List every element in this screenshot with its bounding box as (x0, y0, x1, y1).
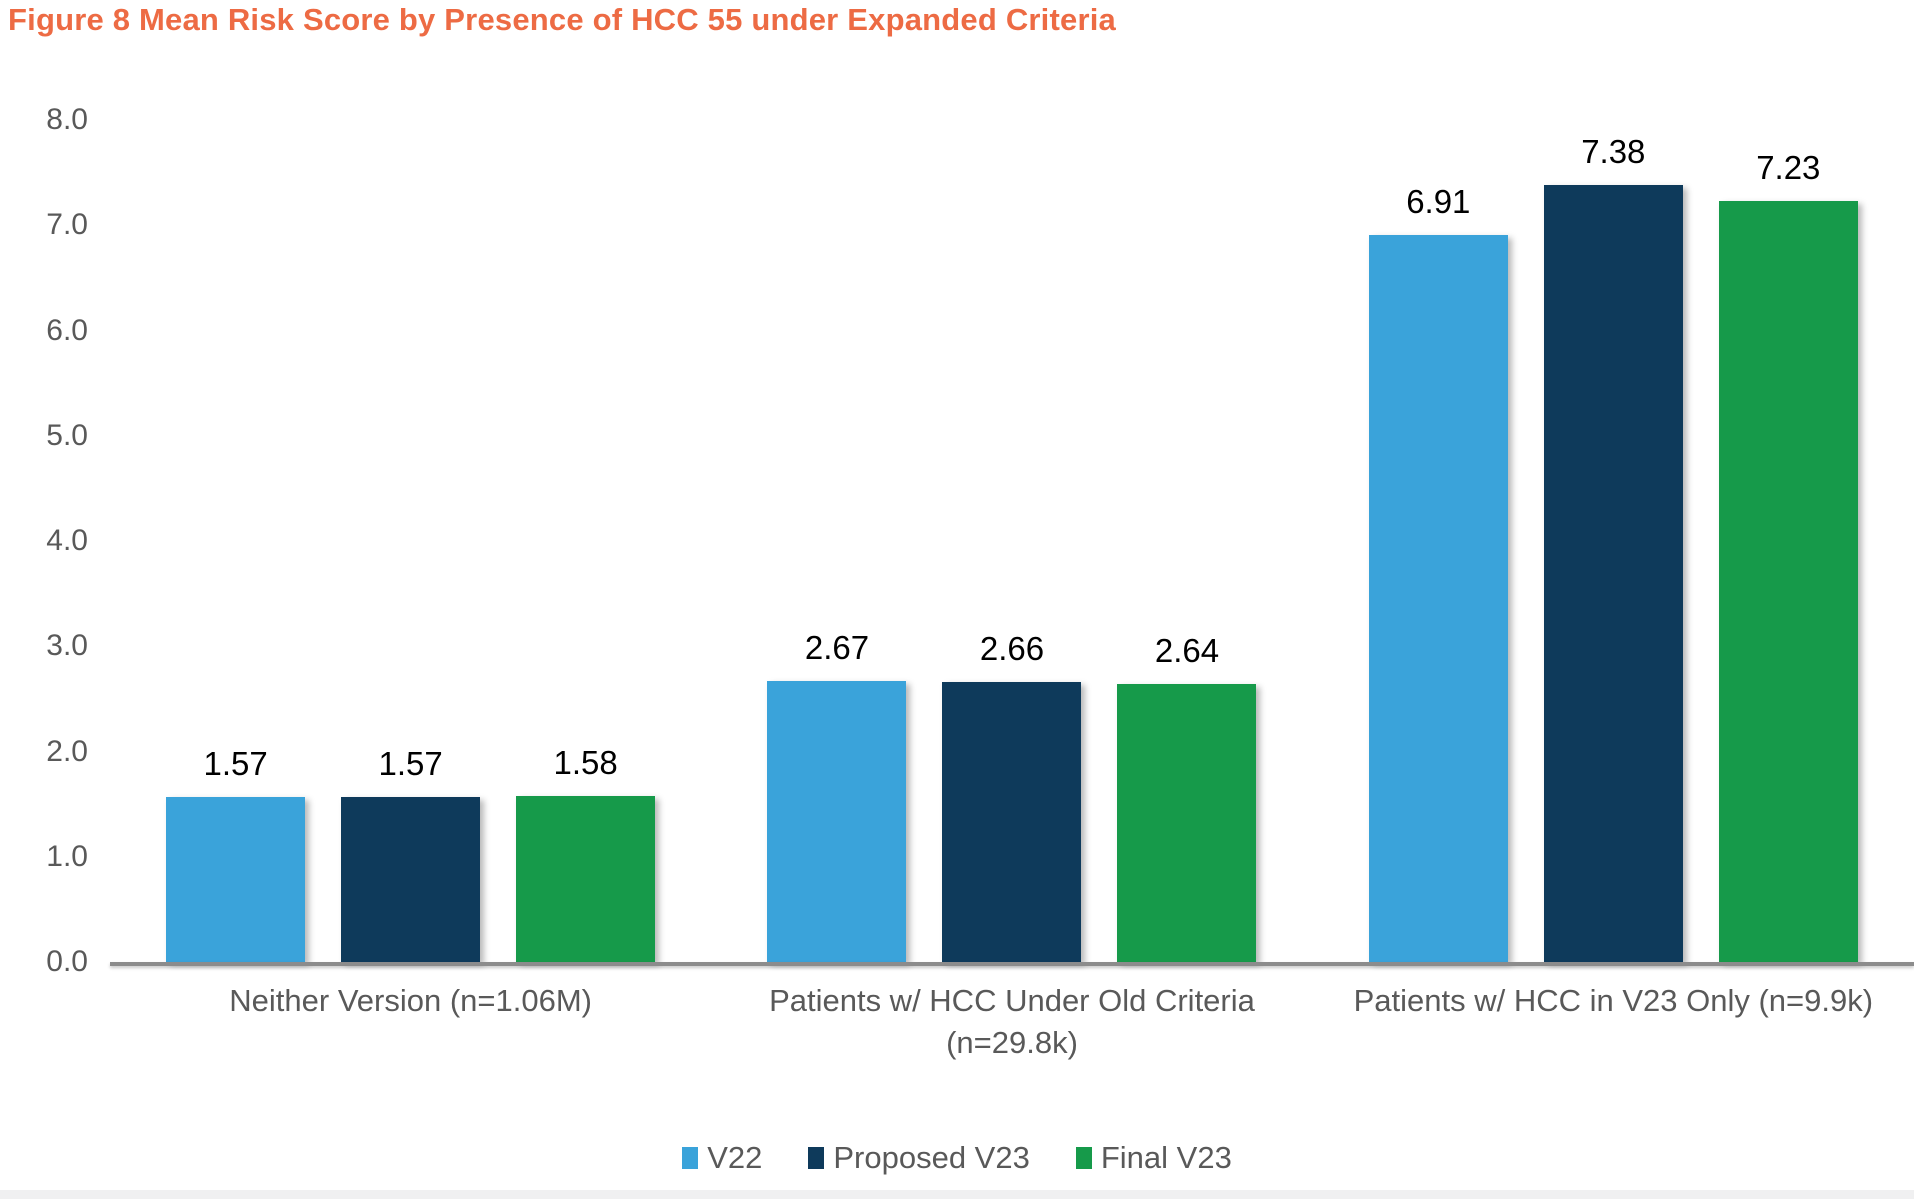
bar-value-label: 2.67 (804, 629, 870, 666)
legend-label: Final V23 (1100, 1140, 1232, 1175)
bar (1718, 201, 1858, 962)
bar-group: 1.57 1.57 1.58 (110, 120, 711, 962)
legend-item: Proposed V23 (808, 1140, 1030, 1176)
y-tick-label: 6.0 (46, 314, 88, 347)
bar-value-label: 1.57 (203, 745, 268, 782)
bar-wrap: 1.57 (341, 745, 481, 962)
y-tick-label: 1.0 (46, 840, 88, 873)
bar (341, 797, 481, 962)
bar (1117, 684, 1257, 962)
bar-value-label: 1.58 (553, 744, 618, 781)
footer-band (0, 1190, 1914, 1199)
bar-value-label: 7.23 (1756, 149, 1821, 186)
bar-value-label: 6.91 (1406, 183, 1471, 220)
y-tick-label: 0.0 (46, 945, 88, 978)
bar-value-label: 2.64 (1154, 632, 1220, 669)
bar-value-label: 1.57 (378, 745, 443, 782)
bar-wrap: 7.38 (1543, 133, 1683, 962)
bar (1543, 185, 1683, 962)
y-tick-label: 3.0 (46, 629, 88, 662)
x-axis-labels: Neither Version (n=1.06M) Patients w/ HCC… (110, 980, 1914, 1064)
y-tick-label: 7.0 (46, 208, 88, 241)
category-label: Patients w/ HCC Under Old Criteria (n=29… (769, 983, 1255, 1060)
legend-swatch-icon (1075, 1147, 1092, 1169)
x-axis-line (110, 962, 1914, 966)
legend-swatch-icon (808, 1147, 825, 1169)
bar (1368, 235, 1508, 962)
category-label: Patients w/ HCC in V23 Only (n=9.9k) (1353, 983, 1874, 1018)
bar (166, 797, 306, 962)
figure-title: Figure 8 Mean Risk Score by Presence of … (8, 2, 1116, 37)
y-tick-label: 8.0 (46, 103, 88, 136)
bar-group: 6.91 7.38 7.23 (1313, 120, 1914, 962)
legend-swatch-icon (682, 1147, 699, 1169)
legend-label: V22 (707, 1140, 763, 1175)
bar-wrap: 2.67 (767, 629, 907, 962)
bar-groups: 1.57 1.57 1.58 2.67 2.66 2.64 6.91 7.38 7.23 (110, 120, 1914, 962)
bar (942, 682, 1082, 962)
legend-label: Proposed V23 (833, 1140, 1030, 1175)
y-tick-label: 4.0 (46, 524, 88, 557)
bar-wrap: 7.23 (1718, 149, 1858, 962)
y-tick-label: 5.0 (46, 419, 88, 452)
bar-wrap: 2.66 (942, 630, 1082, 962)
bar-group: 2.67 2.66 2.64 (711, 120, 1312, 962)
bar-wrap: 6.91 (1368, 183, 1508, 962)
legend: V22 Proposed V23 Final V23 (0, 1140, 1914, 1176)
legend-item: Final V23 (1075, 1140, 1232, 1176)
bar (767, 681, 907, 962)
bar-value-label: 2.66 (979, 630, 1045, 667)
bar (516, 796, 656, 962)
legend-item: V22 (682, 1140, 762, 1176)
plot-area: 1.57 1.57 1.58 2.67 2.66 2.64 6.91 7.38 7.23 (110, 120, 1914, 962)
bar-wrap: 1.58 (516, 744, 656, 962)
bar-value-label: 7.38 (1581, 133, 1646, 170)
bar-wrap: 2.64 (1117, 632, 1257, 962)
bar-wrap: 1.57 (166, 745, 306, 962)
y-axis: 8.0 7.0 6.0 5.0 4.0 3.0 2.0 1.0 0.0 (0, 103, 88, 978)
y-tick-label: 2.0 (46, 735, 88, 768)
category-label: Neither Version (n=1.06M) (229, 983, 593, 1018)
